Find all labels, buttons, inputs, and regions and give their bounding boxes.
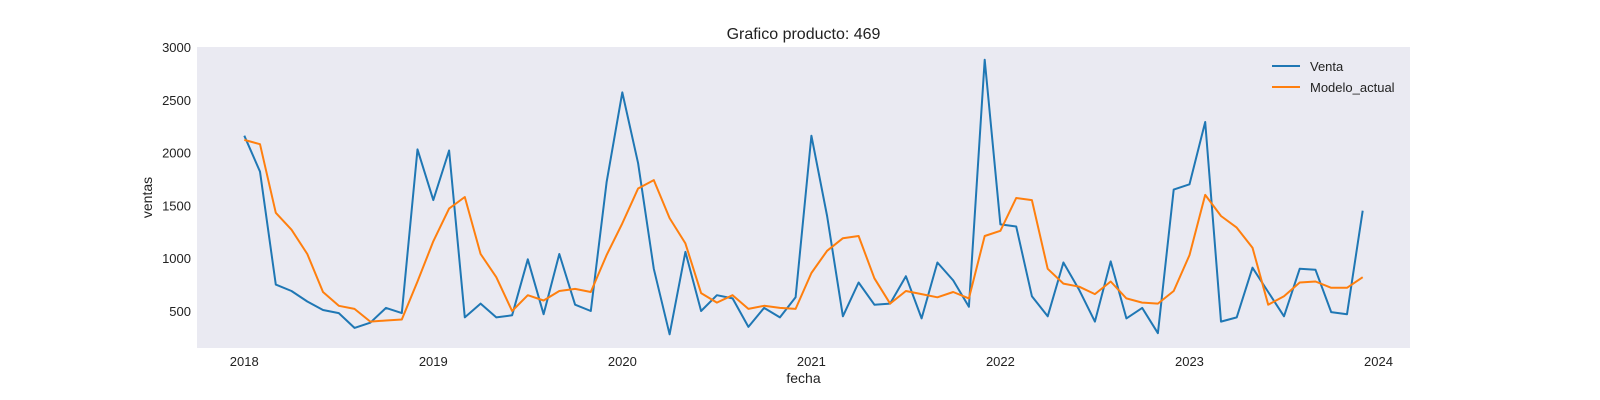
legend: Venta Modelo_actual [1272,59,1395,95]
series-line-venta [243,58,1364,336]
y-tick-label: 2000 [162,146,191,161]
y-axis: 500 1000 1500 2000 2500 3000 [162,40,191,319]
series-lines [243,58,1364,336]
y-axis-label: ventas [139,177,155,218]
x-tick-label: 2024 [1364,354,1393,369]
x-tick-label: 2021 [797,354,826,369]
legend-label: Modelo_actual [1310,80,1395,95]
x-tick-label: 2018 [230,354,259,369]
x-axis-label: fecha [786,370,820,386]
x-tick-label: 2023 [1175,354,1204,369]
legend-label: Venta [1310,59,1344,74]
x-tick-label: 2020 [608,354,637,369]
y-tick-label: 1000 [162,251,191,266]
y-tick-label: 500 [169,304,191,319]
x-tick-label: 2019 [419,354,448,369]
series-line-modelo-actual [244,138,1364,323]
x-tick-label: 2022 [986,354,1015,369]
y-tick-label: 1500 [162,198,191,213]
y-tick-label: 3000 [162,40,191,55]
plot-area [197,47,1410,348]
y-tick-label: 2500 [162,93,191,108]
x-axis: 2018 2019 2020 2021 2022 2023 2024 [230,354,1393,369]
chart-title: Grafico producto: 469 [727,26,881,43]
